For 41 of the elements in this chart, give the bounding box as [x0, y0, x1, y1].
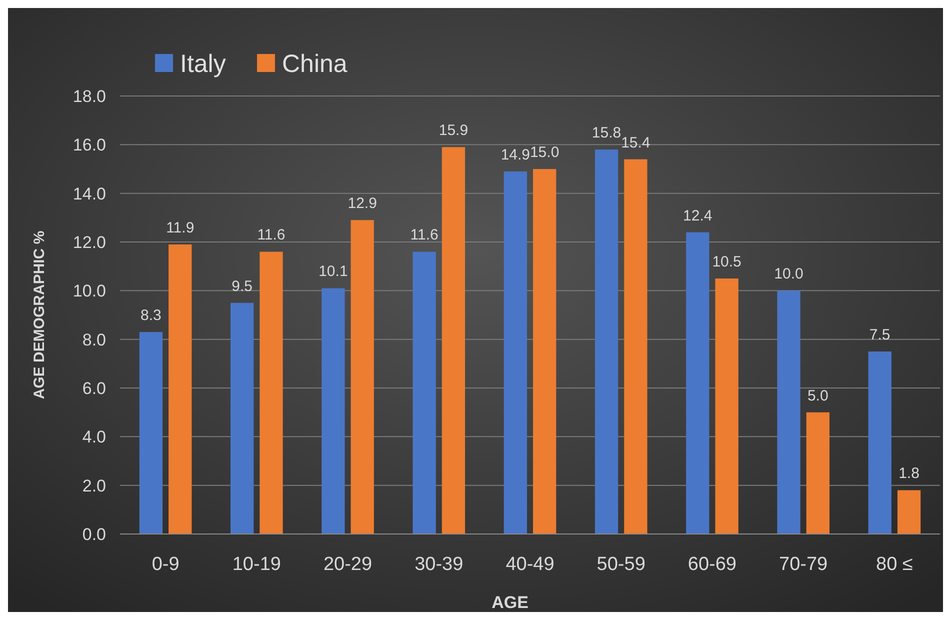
data-label: 14.9: [500, 146, 530, 164]
x-tick-label: 60-69: [688, 554, 737, 575]
data-label: 5.0: [807, 387, 828, 404]
data-label: 15.4: [621, 134, 650, 152]
x-tick-label: 50-59: [596, 554, 646, 575]
data-label: 7.5: [869, 326, 890, 344]
x-tick-label: 10-19: [232, 554, 281, 575]
data-label: 15.9: [438, 122, 468, 140]
data-label: 11.9: [166, 219, 194, 236]
x-tick-label: 80 ≤: [876, 554, 913, 575]
data-label: 15.0: [530, 144, 560, 161]
y-tick-label: 10.0: [72, 282, 106, 301]
data-label: 8.3: [140, 307, 162, 324]
data-label: 10.5: [712, 254, 742, 270]
legend-label: China: [282, 50, 348, 78]
y-tick-label: 2.0: [82, 476, 106, 496]
data-label: 10.0: [774, 266, 804, 283]
legend-label: Italy: [180, 50, 226, 78]
data-label: 9.5: [232, 278, 253, 295]
y-tick-label: 18.0: [72, 87, 106, 106]
y-tick-label: 4.0: [82, 428, 106, 447]
y-tick-label: 0.0: [82, 525, 106, 544]
y-tick-label: 6.0: [82, 379, 106, 398]
x-tick-label: 30-39: [414, 554, 464, 575]
data-label: 11.6: [410, 226, 438, 244]
data-label: 12.9: [348, 195, 377, 212]
x-tick-label: 40-49: [506, 554, 554, 575]
x-axis-title: AGE: [492, 593, 528, 612]
x-tick-label: 20-29: [323, 554, 372, 575]
y-tick-label: 12.0: [72, 233, 106, 252]
y-tick-label: 16.0: [72, 136, 106, 155]
data-label: 1.8: [898, 465, 920, 482]
y-tick-label: 8.0: [82, 330, 106, 350]
x-tick-label: 70-79: [779, 554, 828, 575]
y-tick-label: 14.0: [72, 184, 106, 204]
data-label: 11.6: [257, 226, 286, 244]
y-axis-title: AGE DEMOGRAPHIC %: [31, 230, 48, 400]
data-label: 12.4: [683, 207, 712, 224]
data-label: 15.8: [592, 124, 622, 142]
x-tick-label: 0-9: [152, 554, 180, 575]
data-label: 10.1: [318, 263, 348, 280]
